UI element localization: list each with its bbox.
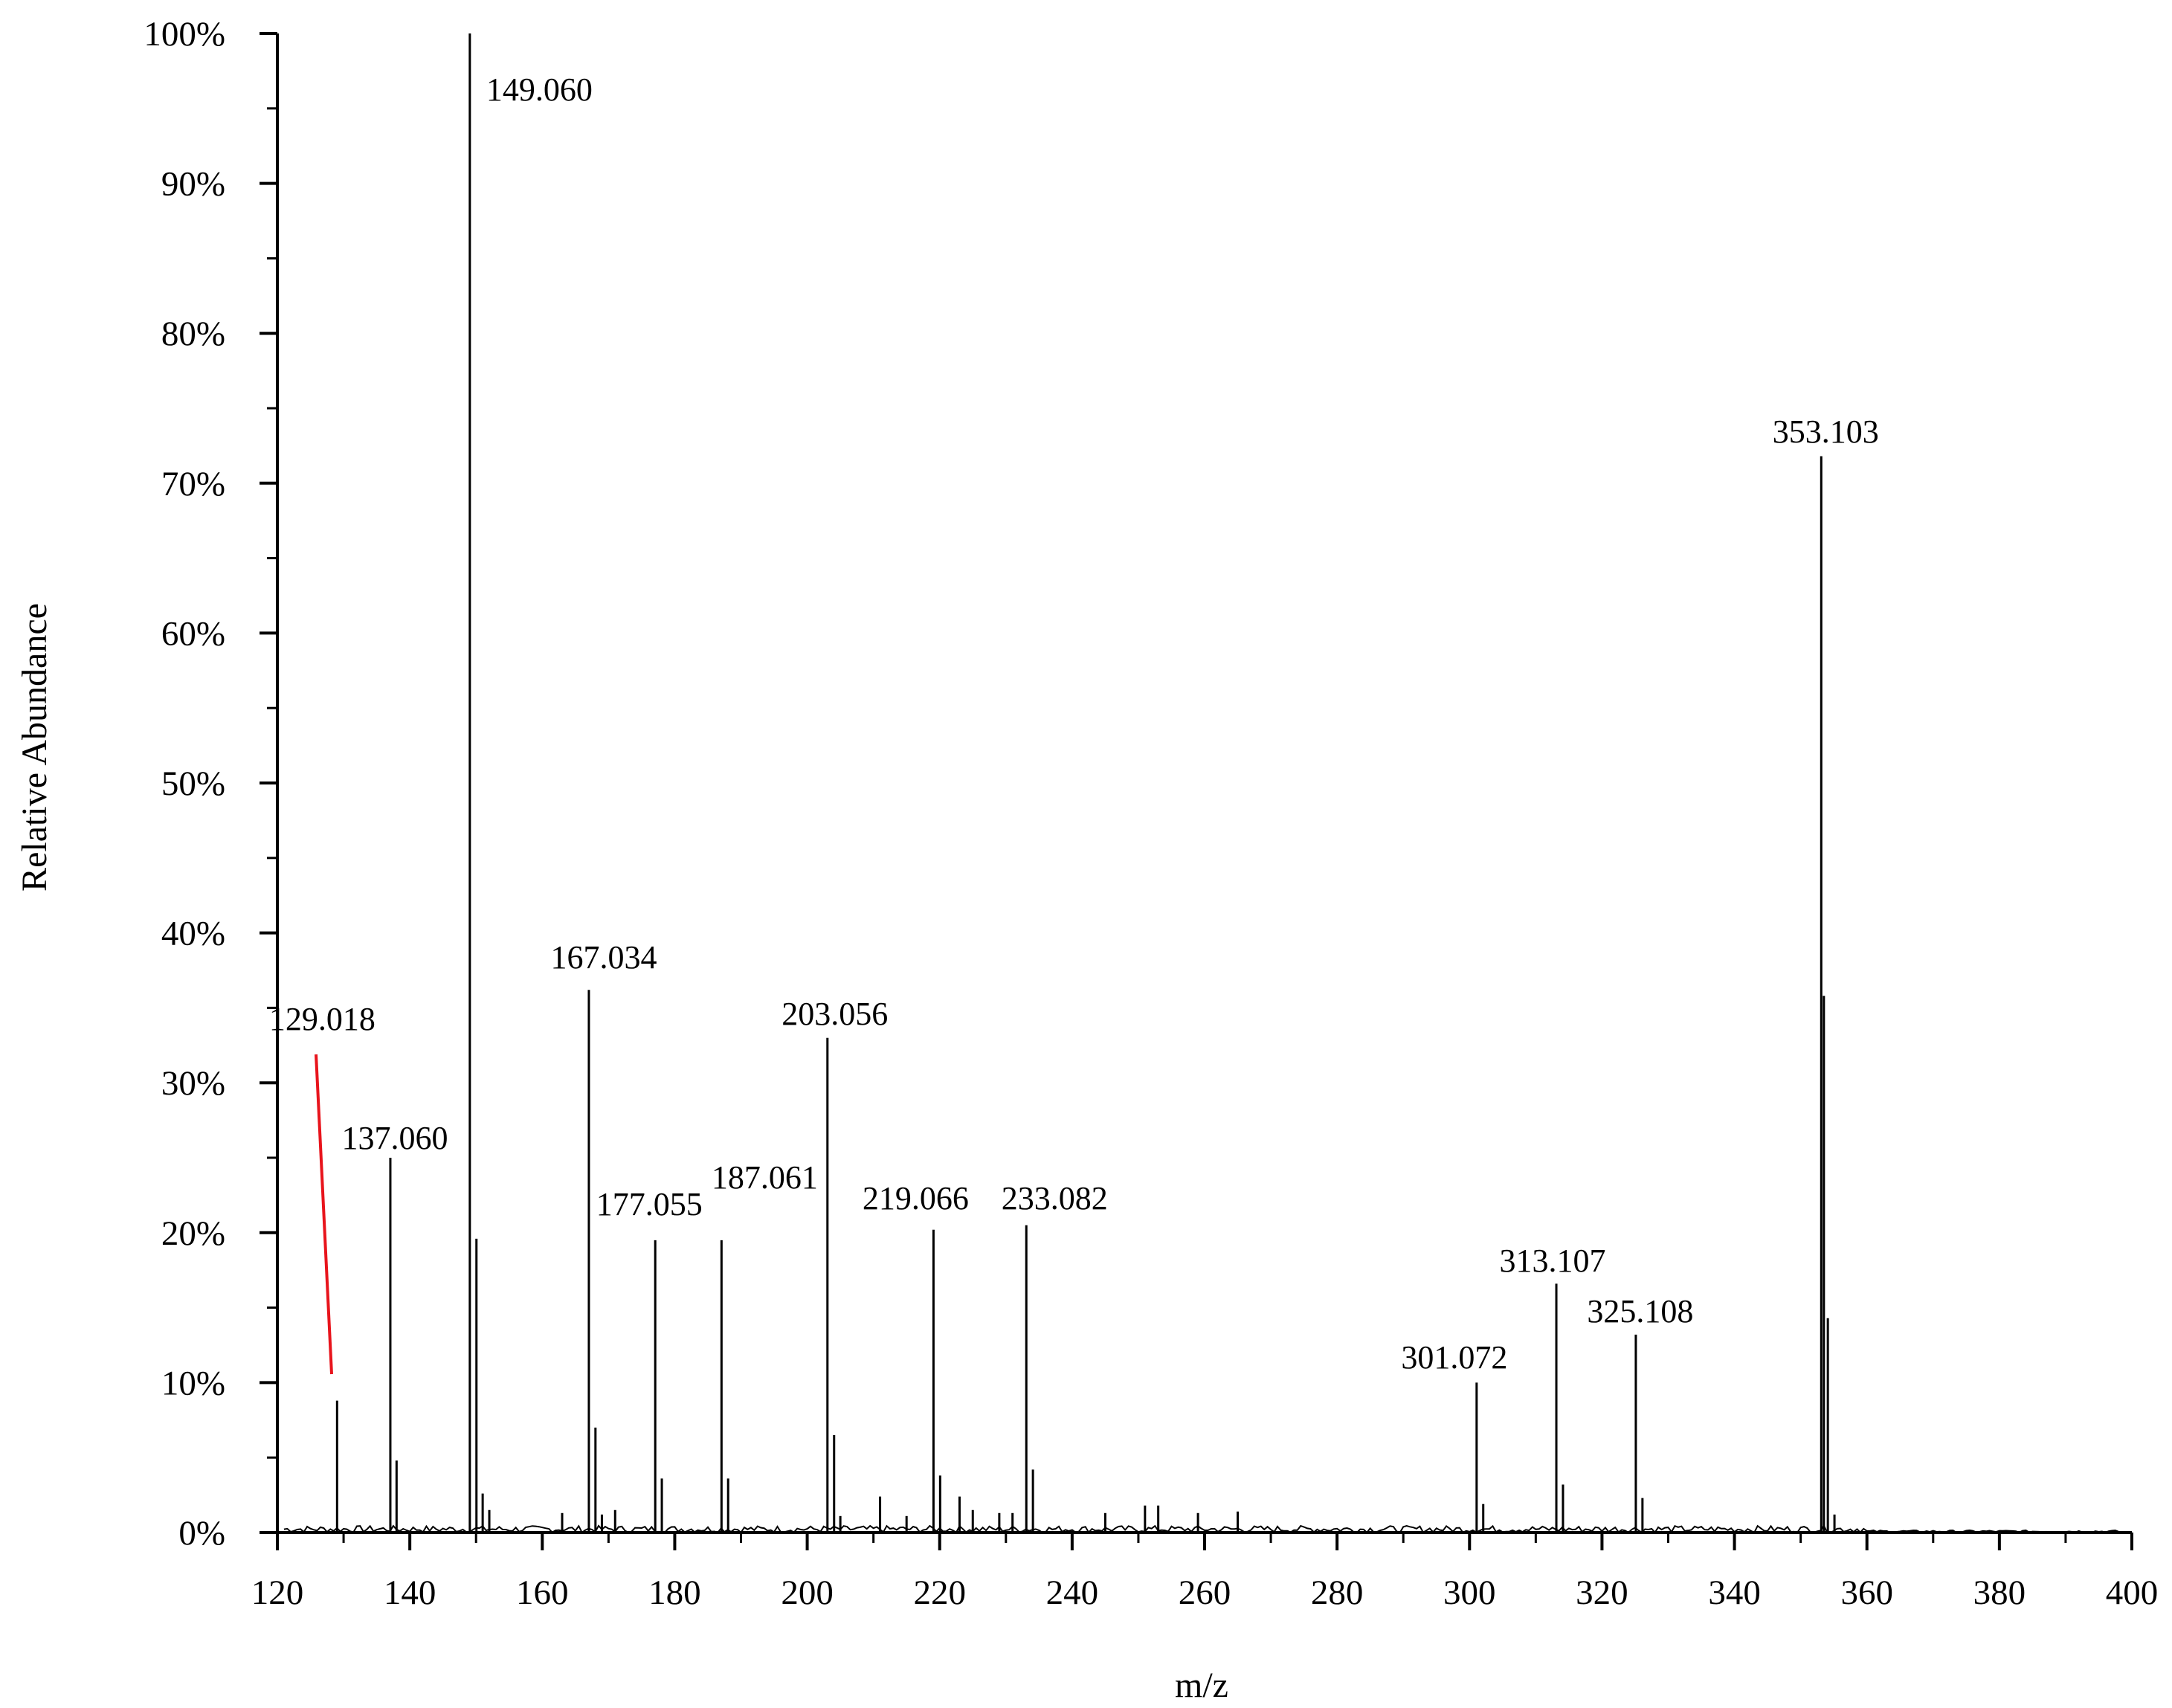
axes: 0% 10% 20% 30% 40% 50% 60% 70% 80% 90% 100% 120 140 1… [144,15,2158,1612]
peak-label-177.055: 177.055 [596,1186,703,1222]
peak-label-167.034: 167.034 [550,939,657,976]
y-tick-label: 40% [161,915,225,953]
y-tick-label: 90% [161,165,225,204]
y-tick-label: 10% [161,1364,225,1402]
peak-label-233.082: 233.082 [1002,1180,1108,1216]
x-tick-label: 340 [1708,1573,1761,1612]
x-tick-label: 300 [1443,1573,1496,1612]
peak-label-129.018: 129.018 [269,1001,376,1037]
x-axis-title: m/z [1175,1666,1228,1705]
x-tick-label: 360 [1840,1573,1893,1612]
x-tick-label: 240 [1046,1573,1099,1612]
peak-label-137.060: 137.060 [341,1120,448,1156]
peak-labels: 129.018 137.060 149.060 167.034 177.055187.0… [269,71,1879,1376]
peak-label-187.061: 187.061 [712,1159,818,1196]
x-tick-label: 220 [913,1573,966,1612]
x-tick-label: 180 [648,1573,701,1612]
peak-bars [335,33,1836,1533]
y-tick-label: 0% [178,1514,225,1553]
peak-label-149.060: 149.060 [486,71,593,108]
y-tick-label: 20% [161,1214,225,1253]
peak-label-203.056: 203.056 [782,996,888,1032]
peak-label-219.066: 219.066 [863,1180,969,1216]
peak-label-353.103: 353.103 [1773,413,1879,450]
y-tick-label: 50% [161,764,225,803]
x-tick-label: 160 [516,1573,569,1612]
x-tick-label: 380 [1973,1573,2026,1612]
x-tick-label: 400 [2106,1573,2159,1612]
peak-label-325.108: 325.108 [1587,1293,1693,1330]
y-tick-label: 80% [161,315,225,353]
x-tick-label: 140 [384,1573,436,1612]
y-tick-label: 100% [144,15,225,54]
y-tick-label: 30% [161,1064,225,1103]
annotation-pointer-line [315,1054,333,1375]
y-tick-label: 70% [161,465,225,503]
x-tick-label: 320 [1576,1573,1628,1612]
x-tick-label: 120 [251,1573,304,1612]
y-axis-title: Relative Abundance [15,603,54,892]
peak-label-313.107: 313.107 [1500,1243,1606,1279]
x-tick-label: 260 [1179,1573,1231,1612]
peak-label-301.072: 301.072 [1401,1339,1507,1376]
x-tick-label: 280 [1311,1573,1364,1612]
y-tick-label: 60% [161,614,225,653]
x-tick-label: 200 [781,1573,834,1612]
